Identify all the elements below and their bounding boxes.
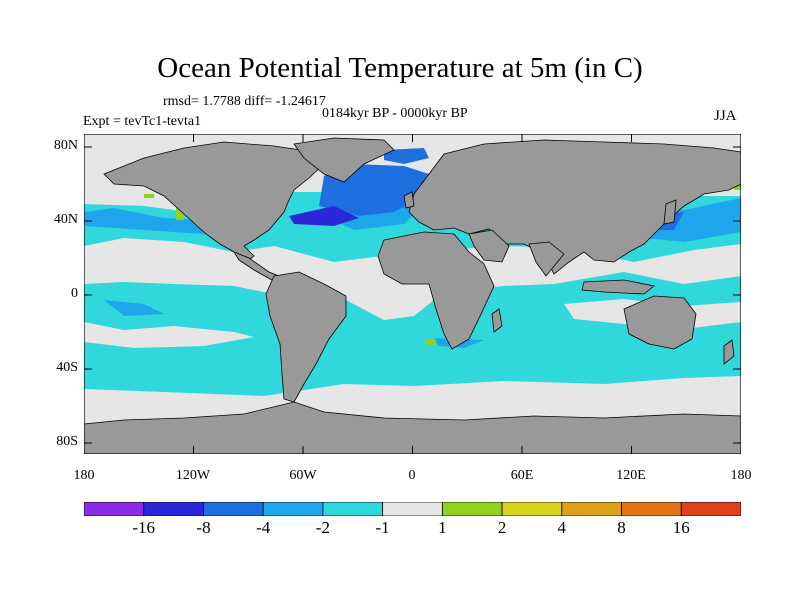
lat-label-40s: 40S: [56, 360, 78, 375]
period-text: 0184kyr BP - 0000kyr BP: [322, 106, 468, 121]
lon-label-60w: 60W: [289, 468, 317, 483]
arabia: [468, 229, 510, 263]
japan: [663, 199, 677, 225]
colorbar-swatch: [262, 502, 324, 516]
lat-label-equator: 0: [71, 286, 78, 301]
africa: [377, 231, 495, 350]
colorbar-swatch: [441, 502, 503, 516]
colorbar-swatch: [84, 502, 145, 516]
australia: [623, 295, 697, 350]
stats-text: rmsd= 1.7788 diff= -1.24617: [163, 94, 326, 109]
axis-ticks: [84, 134, 741, 454]
colorbar-label: 4: [557, 518, 567, 537]
colorbar-swatch: [322, 502, 384, 516]
colorbar-label: 16: [672, 518, 690, 537]
british-isles: [403, 191, 415, 209]
colorbar-label: 1: [438, 518, 447, 537]
india: [528, 241, 565, 277]
map-title: Ocean Potential Temperature at 5m (in C): [157, 52, 643, 84]
colorbar-swatch: [203, 502, 264, 516]
lat-label-40n: 40N: [53, 212, 78, 227]
colorbar-label: -4: [256, 518, 271, 537]
colorbar-swatch: [143, 502, 204, 516]
colorbar-label: 2: [497, 518, 507, 537]
colorbar-swatch: [382, 502, 443, 516]
colorbar-swatch: [680, 502, 741, 516]
colorbar-swatch: [621, 502, 682, 516]
lon-label-180e: 180: [730, 468, 752, 483]
colorbar-label: -8: [196, 518, 211, 537]
lon-label-120e: 120E: [616, 468, 646, 483]
south-america: [265, 271, 347, 403]
lon-label-0: 0: [408, 468, 416, 483]
colorbar-swatch: [501, 502, 563, 516]
lon-label-60e: 60E: [510, 468, 534, 483]
colorbar-swatch: [561, 502, 622, 516]
colorbar-label: 8: [617, 518, 626, 537]
antarctica: [84, 401, 741, 454]
lat-label-80s: 80S: [56, 434, 78, 449]
new-zealand: [723, 339, 735, 365]
lat-label-80n: 80N: [53, 138, 78, 153]
colorbar-label: -2: [315, 518, 330, 537]
greenland: [293, 137, 395, 183]
colorbar-label: -16: [132, 518, 156, 537]
maritime-asia: [581, 279, 655, 295]
colorbar: [84, 502, 741, 516]
world-map: [84, 134, 741, 454]
lon-label-180w: 180: [73, 468, 95, 483]
north-america: [103, 141, 325, 263]
experiment-text: Expt = tevTc1-tevta1: [83, 114, 202, 129]
lon-label-120w: 120W: [175, 468, 211, 483]
season-text: JJA: [714, 108, 737, 124]
colorbar-label: -1: [375, 518, 390, 537]
madagascar: [491, 308, 503, 333]
land-masses: [84, 137, 741, 454]
